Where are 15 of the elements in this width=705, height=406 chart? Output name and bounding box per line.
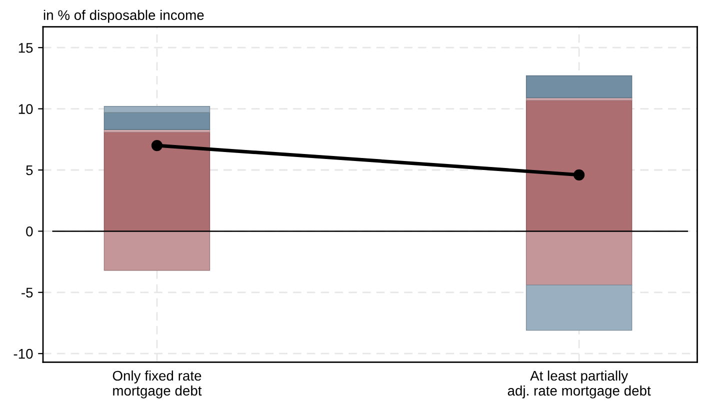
y-tick-label: 15 [18, 43, 33, 53]
bar [526, 284, 632, 331]
y-tick-label: -5 [22, 288, 33, 298]
x-tick-label: At least partially adj. rate mortgage debt [508, 370, 651, 398]
y-axis-title: in % of disposable income [44, 10, 204, 23]
y-tick-label: 0 [26, 226, 33, 236]
bar [104, 230, 210, 271]
y-tick-label: 5 [26, 165, 33, 176]
y-tick-label: 10 [18, 104, 33, 114]
bar [526, 100, 632, 232]
bar [526, 75, 632, 98]
bar [526, 230, 632, 286]
bar [104, 132, 210, 232]
x-tick-label: Only fixed rate mortgage debt [112, 370, 202, 398]
y-tick-label: -10 [14, 348, 33, 359]
